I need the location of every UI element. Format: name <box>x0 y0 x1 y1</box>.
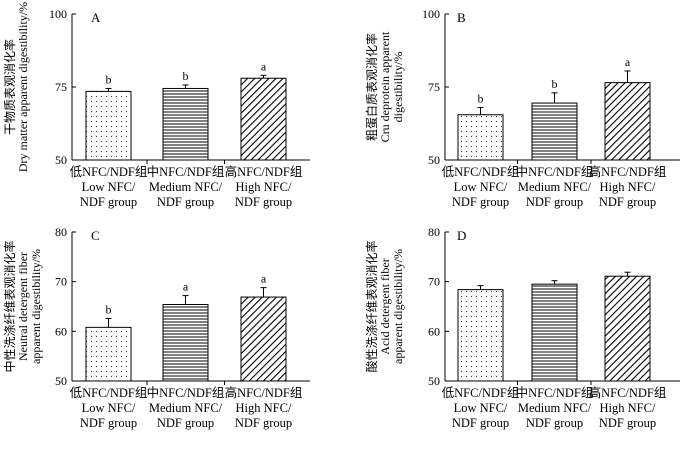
y-tick-label: 100 <box>49 7 67 21</box>
significance-letter: a <box>261 59 267 73</box>
significance-letter: a <box>261 272 267 286</box>
y-tick-label: 75 <box>55 80 67 94</box>
category-label: NDF group <box>157 416 214 430</box>
category-label: NDF group <box>599 195 656 209</box>
bar <box>604 82 651 161</box>
category-label: NDF group <box>235 195 292 209</box>
category-label: Low NFC/ <box>454 401 508 415</box>
category-label: 高NFC/NDF组 <box>589 385 667 400</box>
bar <box>162 87 209 161</box>
category-label: Medium NFC/ <box>149 401 223 415</box>
category-label: Medium NFC/ <box>518 180 592 194</box>
significance-letter: b <box>183 69 189 83</box>
y-axis-label: Dry matter apparent digestibility/% <box>16 2 30 172</box>
category-label: High NFC/ <box>600 180 656 194</box>
y-axis-label: 中性洗涤纤维表观消化率 <box>2 240 17 372</box>
category-label: 中NFC/NDF组 <box>516 164 594 179</box>
bar <box>85 326 132 382</box>
category-label: Low NFC/ <box>82 180 136 194</box>
y-axis-label: 酸性洗涤纤维表观消化率 <box>364 240 379 372</box>
category-label: 高NFC/NDF组 <box>589 164 667 179</box>
category-label: NDF group <box>526 195 583 209</box>
y-axis-label: Neutral detergent fiber <box>16 252 30 361</box>
significance-letter: a <box>625 55 631 69</box>
bar <box>240 296 287 382</box>
category-label: 高NFC/NDF组 <box>225 164 303 179</box>
y-tick-label: 75 <box>428 80 440 94</box>
y-tick-label: 80 <box>55 225 67 239</box>
category-label: NDF group <box>235 416 292 430</box>
significance-letter: a <box>183 280 189 294</box>
category-label: High NFC/ <box>236 180 292 194</box>
y-tick-label: 50 <box>55 374 67 388</box>
y-tick-label: 60 <box>428 324 440 338</box>
category-label: NDF group <box>526 416 583 430</box>
category-label: High NFC/ <box>236 401 292 415</box>
significance-letter: b <box>106 302 112 316</box>
panel-letter: C <box>91 228 100 243</box>
y-axis-label: apparent digestibility/% <box>29 249 43 364</box>
y-tick-label: 70 <box>55 275 67 289</box>
category-label: 低NFC/NDF组 <box>70 386 148 400</box>
category-label: NDF group <box>80 416 137 430</box>
y-axis-label: digestibility/% <box>391 52 405 123</box>
category-label: 中NFC/NDF组 <box>516 385 594 400</box>
category-label: 低NFC/NDF组 <box>70 165 148 179</box>
category-label: NDF group <box>452 195 509 209</box>
category-label: Low NFC/ <box>454 180 508 194</box>
y-tick-label: 100 <box>422 7 440 21</box>
y-axis-label: Cru deprotein apparent <box>378 31 392 142</box>
bar <box>240 77 287 161</box>
y-tick-label: 60 <box>55 324 67 338</box>
category-label: Medium NFC/ <box>518 401 592 415</box>
bar <box>457 289 504 382</box>
bar <box>457 114 504 161</box>
category-label: Low NFC/ <box>82 401 136 415</box>
bar <box>85 90 132 161</box>
category-label: Medium NFC/ <box>149 180 223 194</box>
panel-letter: A <box>91 10 101 25</box>
category-label: High NFC/ <box>600 401 656 415</box>
category-label: NDF group <box>157 195 214 209</box>
category-label: NDF group <box>80 195 137 209</box>
category-label: 高NFC/NDF组 <box>225 385 303 400</box>
significance-letter: b <box>106 72 112 86</box>
y-axis-label: Acid detergent fiber <box>378 258 392 354</box>
category-label: NDF group <box>452 416 509 430</box>
y-tick-label: 50 <box>428 374 440 388</box>
bar <box>531 102 578 161</box>
category-label: 中NFC/NDF组 <box>147 385 225 400</box>
category-label: NDF group <box>599 416 656 430</box>
significance-letter: b <box>478 91 484 105</box>
category-label: 低NFC/NDF组 <box>442 165 520 179</box>
y-tick-label: 50 <box>428 153 440 167</box>
category-label: 中NFC/NDF组 <box>147 164 225 179</box>
bar <box>531 283 578 382</box>
y-axis-label: 粗蛋白质表观消化率 <box>364 33 379 141</box>
panel-letter: B <box>457 10 466 25</box>
category-label: 低NFC/NDF组 <box>442 386 520 400</box>
y-tick-label: 70 <box>428 275 440 289</box>
y-axis-label: apparent digestibility/% <box>391 249 405 364</box>
bar <box>604 275 651 382</box>
panel-letter: D <box>457 228 466 243</box>
y-tick-label: 50 <box>55 153 67 167</box>
bar <box>162 304 209 382</box>
y-axis-label: 干物质表观消化率 <box>2 39 17 135</box>
significance-letter: b <box>552 77 558 91</box>
y-tick-label: 80 <box>428 225 440 239</box>
